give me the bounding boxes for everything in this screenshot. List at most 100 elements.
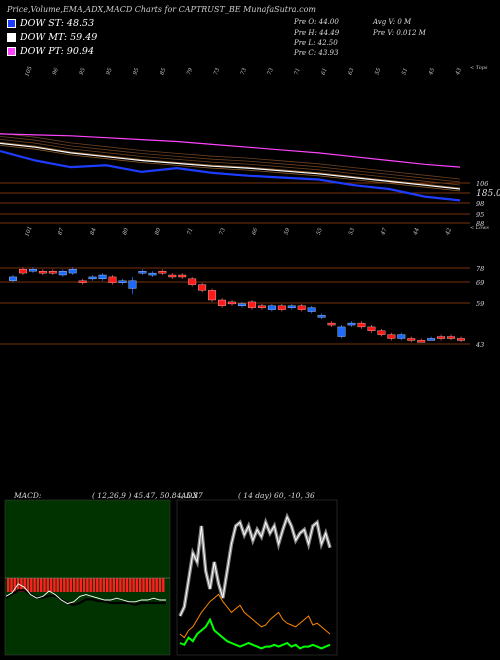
ohlc-close: Pre C: 43.93	[294, 49, 339, 57]
lows-tick-label: 53	[348, 227, 356, 236]
avg-volume: Avg V: 0 M	[373, 18, 412, 26]
tops-tick-label: 73	[213, 67, 221, 76]
candle-body	[337, 326, 346, 337]
ema-band-line	[0, 133, 461, 180]
lows-tick-label: 80	[122, 227, 130, 236]
price-level-label: 59	[476, 300, 484, 308]
tops-tick-label: 96	[52, 67, 60, 76]
macd-histogram-bar	[26, 578, 30, 592]
ema-series-line	[0, 149, 461, 202]
swatch-icon	[7, 19, 16, 28]
macd-histogram-bar	[135, 578, 139, 592]
candle-body	[58, 271, 67, 276]
candle-body	[357, 322, 366, 328]
tops-tick-label: 61	[321, 67, 329, 76]
macd-panel-bg	[4, 499, 171, 656]
legend-label: DOW PT: 90.94	[20, 46, 94, 57]
macd-histogram-bar	[82, 578, 86, 592]
adx-title: ADX	[181, 491, 198, 500]
tops-tick-label: 45	[428, 67, 437, 77]
candle-body	[88, 276, 97, 280]
macd-histogram-bar	[106, 578, 109, 592]
swatch-icon	[7, 47, 16, 56]
macd-histogram-bar	[99, 578, 102, 592]
tops-tick-label: 79	[186, 67, 194, 76]
tops-tick-label: 95	[79, 67, 87, 76]
tops-tick-label: 63	[348, 67, 356, 76]
macd-histogram-bar	[142, 578, 145, 592]
macd-histogram-bar	[129, 578, 132, 592]
macd-histogram-bar	[122, 578, 125, 592]
candle-body	[287, 305, 296, 308]
candle-body	[128, 280, 137, 289]
tops-tick-label: 73	[240, 67, 248, 76]
macd-histogram-bar	[152, 578, 155, 592]
candle-body	[168, 274, 177, 278]
ema-band-line	[0, 142, 461, 189]
candle-body	[377, 330, 386, 335]
ema-level-label: 106	[476, 180, 488, 188]
lows-tick-label: 55	[316, 227, 324, 236]
candle-body	[108, 276, 117, 283]
candle-body	[347, 322, 356, 326]
macd-histogram-bar	[66, 578, 69, 592]
ema-level-label: 185.00	[476, 189, 500, 199]
lows-tick-label: 84	[90, 227, 98, 236]
ema-band-line	[0, 139, 461, 186]
candle-body	[407, 338, 416, 341]
candle-body	[28, 269, 37, 272]
tops-tick-label: 95	[133, 67, 141, 76]
candle-body	[48, 271, 57, 274]
macd-histogram-bar	[89, 578, 92, 592]
candle-body	[208, 290, 217, 301]
macd-histogram-bar	[53, 578, 56, 592]
candle-body	[437, 336, 446, 339]
candle-body	[427, 338, 436, 341]
macd-histogram-bar	[132, 578, 135, 592]
macd-histogram-bar	[23, 578, 26, 592]
adx-series-line	[179, 515, 331, 617]
candle-body	[19, 269, 27, 274]
macd-histogram-bar	[86, 578, 89, 592]
tops-tick-label: 85	[159, 67, 167, 76]
candle-body	[68, 269, 77, 274]
macd-histogram-bar	[36, 578, 40, 592]
tops-tick-label: 71	[294, 67, 302, 76]
price-level-label: 43	[475, 341, 484, 349]
legend-label: DOW MT: 59.49	[20, 32, 98, 43]
adx-params: ( 14 day) 60, -10, 36	[238, 491, 315, 500]
candle-body	[9, 276, 17, 281]
pre-volume: Pre V: 0.012 M	[373, 29, 426, 37]
macd-histogram-bar	[96, 578, 99, 592]
macd-histogram-bar	[49, 578, 53, 592]
macd-histogram-bar	[92, 578, 96, 592]
lows-tick-label: 47	[380, 227, 389, 237]
legend-dow-pt: DOW PT: 90.94	[7, 46, 94, 57]
candle-body	[98, 274, 107, 279]
macd-signal-line	[5, 589, 166, 606]
ema-series-line	[0, 142, 461, 190]
candle-body	[307, 307, 316, 312]
adx-series-line	[179, 593, 331, 639]
macd-histogram-bar	[162, 578, 165, 592]
candle-body	[198, 284, 207, 291]
macd-histogram-bar	[16, 578, 20, 592]
macd-histogram-bar	[30, 578, 33, 592]
macd-histogram-bar	[40, 578, 43, 592]
lows-tick-label: 87	[57, 227, 65, 236]
candle-body	[158, 271, 167, 274]
legend-dow-mt: DOW MT: 59.49	[7, 32, 97, 43]
candle-body	[178, 274, 187, 278]
candle-body	[397, 334, 406, 339]
macd-histogram-bar	[63, 578, 66, 592]
macd-histogram-bar	[20, 578, 23, 592]
tops-tick-label: 105	[24, 65, 33, 77]
candle-body	[417, 340, 426, 343]
lows-tick-label: 101	[24, 226, 33, 238]
swatch-icon	[7, 33, 16, 42]
lows-tick-label: 71	[187, 227, 195, 236]
macd-histogram-bar	[109, 578, 112, 592]
macd-histogram-bar	[13, 578, 16, 592]
chart-header: Price,Volume,EMA,ADX,MACD Charts for CAP…	[7, 5, 316, 14]
macd-histogram-bar	[102, 578, 106, 592]
